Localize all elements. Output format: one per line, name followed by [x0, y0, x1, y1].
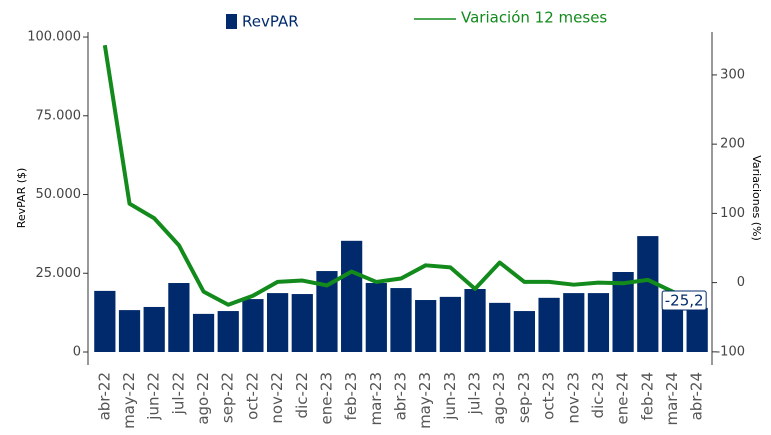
x-tick-label: nov-22 — [268, 372, 286, 424]
y2-tick-label: 200 — [720, 137, 745, 152]
bar — [242, 299, 264, 352]
bar — [587, 293, 610, 352]
y-tick-label: 0 — [73, 344, 81, 359]
x-tick-label: mar-24 — [663, 372, 681, 426]
x-tick-label: abr-24 — [688, 372, 706, 420]
x-tick-label: mar-23 — [367, 372, 385, 426]
bar — [464, 289, 486, 352]
x-tick-label: oct-23 — [540, 372, 558, 420]
bar — [390, 288, 412, 352]
y-tick-label: 100.000 — [27, 30, 81, 45]
y2-tick-label: 0 — [737, 275, 745, 290]
data-label: -25,2 — [665, 292, 704, 310]
bar — [538, 297, 560, 352]
bar — [489, 302, 511, 352]
x-tick-label: oct-22 — [243, 372, 261, 420]
bar — [217, 311, 239, 352]
x-tick-label: dic-23 — [589, 372, 607, 418]
bar — [266, 293, 289, 352]
bar — [686, 307, 708, 352]
x-tick-label: ago-23 — [490, 372, 508, 425]
y-tick-label: 25.000 — [36, 266, 82, 281]
x-tick-label: may-22 — [120, 372, 138, 429]
y-tick-label: 50.000 — [36, 187, 82, 202]
x-tick-label: ene-23 — [317, 372, 335, 424]
x-tick-label: jul-23 — [466, 372, 484, 415]
x-tick-label: sep-22 — [219, 372, 237, 423]
bar — [513, 311, 536, 352]
bar — [563, 293, 585, 352]
bar — [316, 271, 338, 352]
legend-swatch — [226, 14, 237, 29]
x-tick-label: ago-22 — [194, 372, 212, 425]
bar — [439, 296, 461, 352]
y2-tick-label: 300 — [720, 67, 745, 82]
x-tick-label: jun-22 — [145, 372, 163, 421]
x-tick-label: dic-22 — [293, 372, 311, 418]
x-tick-label: nov-23 — [564, 372, 582, 424]
bar — [365, 283, 387, 352]
y-tick-label: 75.000 — [36, 108, 82, 123]
legend-label: RevPAR — [242, 13, 299, 31]
x-tick-label: feb-24 — [638, 372, 656, 421]
y2-tick-label: 100 — [720, 206, 745, 221]
bar — [341, 240, 363, 352]
x-tick-label: abr-22 — [95, 372, 113, 420]
x-tick-label: feb-23 — [342, 372, 360, 421]
data-label-box — [661, 290, 707, 311]
bar — [291, 294, 313, 352]
bar — [118, 310, 141, 352]
bar — [637, 236, 659, 352]
x-tick-label: jul-22 — [169, 372, 187, 415]
x-tick-label: sep-23 — [515, 372, 533, 423]
bar — [415, 300, 437, 352]
bar — [192, 313, 215, 352]
bar — [612, 271, 634, 352]
line — [102, 44, 698, 307]
y2-axis-label: Variaciones (%) — [750, 155, 763, 241]
x-tick-label: abr-23 — [392, 372, 410, 420]
bar — [143, 306, 165, 352]
x-tick-label: jun-23 — [441, 372, 459, 421]
bar — [94, 290, 116, 352]
y-axis-label: RevPAR ($) — [15, 168, 28, 229]
x-tick-label: ene-24 — [614, 372, 632, 424]
y2-tick-label: -100 — [715, 344, 745, 359]
legend-label: Variación 12 meses — [461, 9, 607, 27]
bar — [168, 283, 190, 352]
x-tick-label: may-23 — [416, 372, 434, 429]
